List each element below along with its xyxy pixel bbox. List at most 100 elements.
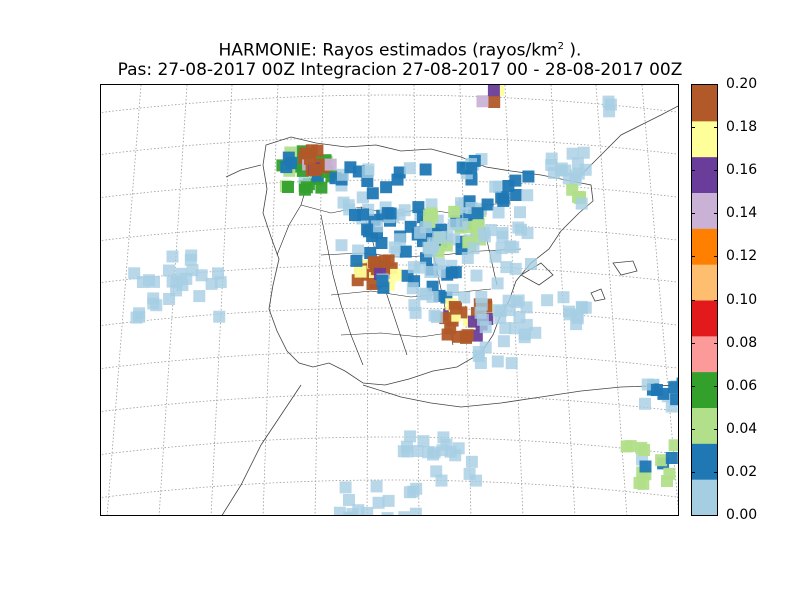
density-cell	[557, 291, 570, 304]
density-cell	[476, 95, 489, 108]
density-cell	[416, 288, 429, 301]
density-cell	[150, 299, 163, 312]
colorbar-tick-right	[714, 170, 718, 172]
density-cell	[503, 304, 516, 316]
density-cell	[404, 430, 417, 443]
density-cell	[492, 206, 505, 219]
colorbar-band	[692, 300, 717, 337]
density-cell	[650, 384, 663, 396]
density-cell	[406, 282, 419, 295]
colorbar-tick-label: 0.10	[726, 291, 758, 308]
density-cell	[424, 245, 437, 258]
density-cell	[352, 244, 365, 257]
title-tail: ).	[564, 40, 582, 61]
colorbar-tick-right	[714, 256, 718, 258]
density-cell	[566, 183, 579, 196]
colorbar-tick-right	[714, 127, 718, 129]
density-cell	[512, 294, 525, 307]
density-cell	[372, 496, 385, 509]
density-cell	[502, 294, 515, 307]
density-cell	[354, 265, 367, 278]
density-cell	[435, 474, 448, 487]
density-cell	[522, 170, 535, 183]
density-cell	[461, 329, 474, 342]
density-cell	[665, 452, 678, 464]
density-cell	[495, 191, 508, 204]
density-cell	[432, 231, 445, 244]
colorbar-tick-left	[691, 213, 695, 215]
colorbar-band	[692, 156, 717, 193]
density-cell	[458, 291, 471, 304]
density-cell	[282, 181, 294, 193]
density-cell	[525, 258, 537, 270]
density-cell	[638, 444, 651, 456]
density-cell	[361, 506, 374, 515]
density-cell	[308, 163, 321, 176]
colorbar-tick-right	[714, 471, 718, 473]
colorbar-tick-left	[691, 515, 695, 516]
density-cell	[491, 355, 504, 368]
lightning-density-cells	[128, 85, 678, 515]
density-cell	[500, 261, 513, 274]
density-cell	[375, 237, 388, 249]
density-cell	[324, 158, 337, 171]
density-cell	[403, 162, 416, 175]
density-cell	[410, 482, 423, 495]
density-cell	[521, 189, 534, 202]
density-cell	[166, 275, 179, 288]
density-cell	[342, 199, 355, 212]
colorbar-tick-label: 0.02	[726, 463, 758, 480]
colorbar-tick-right	[714, 515, 718, 516]
density-cell	[487, 85, 500, 97]
density-cell	[518, 328, 531, 341]
map-panel	[100, 84, 679, 516]
density-cell	[450, 302, 462, 315]
colorbar-tick-right	[714, 84, 718, 85]
colorbar-tick-right	[714, 299, 718, 301]
density-cell	[441, 328, 454, 341]
colorbar-tick-label: 0.18	[726, 119, 758, 136]
density-cell	[670, 393, 678, 406]
density-cell	[408, 299, 421, 312]
density-cell	[419, 163, 432, 176]
density-cell	[205, 277, 218, 290]
density-cell	[502, 180, 515, 192]
density-cell	[445, 266, 458, 279]
density-cell	[497, 335, 510, 348]
density-cell	[361, 166, 374, 178]
colorbar-band	[692, 85, 717, 122]
density-cell	[304, 152, 316, 165]
density-cell	[180, 272, 193, 285]
density-cell	[489, 180, 502, 193]
colorbar-tick-left	[691, 471, 695, 473]
title-main: HARMONIE: Rayos estimados (rayos/km	[218, 40, 558, 61]
density-cell	[575, 197, 588, 210]
density-cell	[398, 204, 411, 217]
density-cell	[345, 511, 358, 515]
density-cell	[213, 310, 226, 323]
density-cell	[571, 312, 584, 325]
density-cell	[521, 227, 534, 240]
density-cell	[430, 465, 443, 478]
colorbar-band	[692, 443, 717, 480]
density-cell	[128, 267, 141, 280]
density-cell	[441, 230, 454, 243]
title-superscript: 2	[557, 41, 564, 52]
colorbar	[691, 84, 718, 516]
density-cell	[166, 250, 179, 263]
density-cell	[400, 440, 413, 453]
density-cell	[381, 207, 394, 220]
colorbar-tick-label: 0.12	[726, 248, 758, 265]
density-cell	[639, 397, 651, 410]
density-cell	[381, 512, 394, 515]
density-cell	[624, 440, 637, 453]
density-cell	[315, 181, 328, 194]
density-cell	[212, 267, 224, 280]
density-cell	[370, 480, 383, 493]
colorbar-tick-left	[691, 428, 695, 430]
map-graticule	[101, 85, 678, 515]
density-cell	[333, 506, 346, 515]
density-cell	[545, 152, 558, 165]
density-cell	[364, 247, 377, 259]
colorbar-band	[692, 192, 717, 229]
